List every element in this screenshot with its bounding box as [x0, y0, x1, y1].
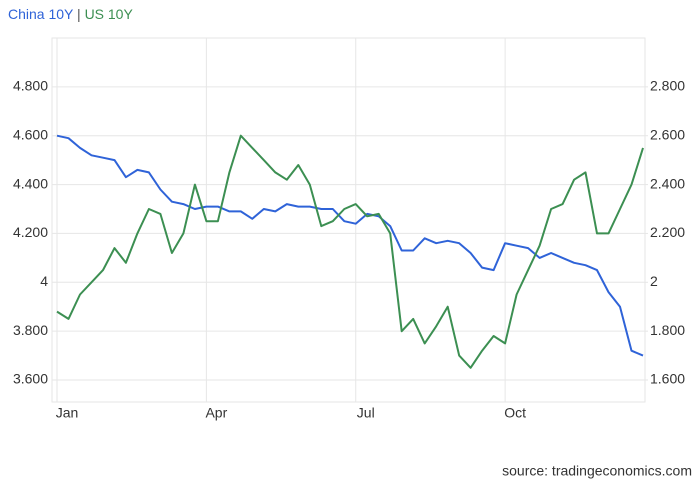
series-line	[56, 134, 644, 357]
y2-tick-label: 1.800	[650, 322, 685, 338]
plot-frame	[51, 37, 646, 403]
y2-tick-label: 2.800	[650, 78, 685, 94]
y2-tick-label: 2.200	[650, 224, 685, 240]
legend: China 10Y | US 10Y	[8, 6, 133, 22]
y-tick-label: 4.200	[13, 224, 48, 240]
y2-tick-label: 2	[650, 273, 658, 289]
legend-entry: US 10Y	[84, 6, 133, 22]
x-tick-label: Oct	[504, 405, 526, 421]
x-tick-label: Jul	[357, 405, 375, 421]
y2-tick-label: 2.400	[650, 175, 685, 191]
y-tick-label: 3.800	[13, 322, 48, 338]
y-tick-label: 4.800	[13, 78, 48, 94]
x-tick-label: Apr	[205, 405, 227, 421]
y2-tick-label: 2.600	[650, 126, 685, 142]
x-tick-label: Jan	[56, 405, 79, 421]
y-tick-label: 4.600	[13, 126, 48, 142]
y-tick-label: 3.600	[13, 371, 48, 387]
y-tick-label: 4	[40, 273, 48, 289]
source: source: tradingeconomics.com	[502, 463, 692, 479]
legend-separator: |	[77, 6, 81, 22]
legend-entry: China 10Y	[8, 6, 74, 22]
y-tick-label: 4.400	[13, 175, 48, 191]
y2-tick-label: 1.600	[650, 371, 685, 387]
series-line	[56, 134, 644, 369]
